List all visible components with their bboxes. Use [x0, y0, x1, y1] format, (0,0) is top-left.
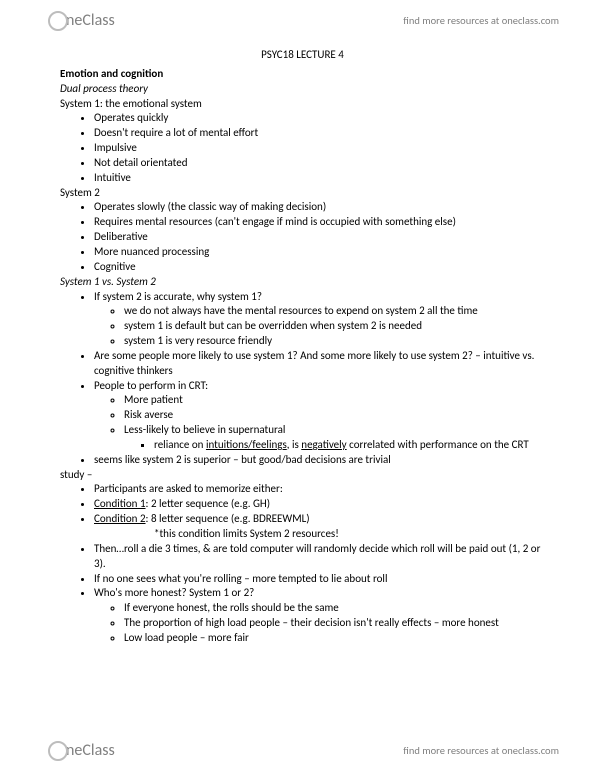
list-item: Operates quickly — [94, 111, 545, 126]
list-item: system 1 is very resource friendly — [124, 334, 545, 349]
list-item: Who's more honest? System 1 or 2? If eve… — [94, 586, 545, 645]
list-item: Cognitive — [94, 260, 545, 275]
list-item: If no one sees what you're rolling – mor… — [94, 572, 545, 587]
text: , is — [287, 438, 302, 451]
list-item: system 1 is default but can be overridde… — [124, 319, 545, 334]
sub-list: we do not always have the mental resourc… — [94, 304, 545, 349]
sub-list: If everyone honest, the rolls should be … — [94, 601, 545, 646]
oneclass-logo: neClass — [48, 740, 115, 760]
list-item: Impulsive — [94, 141, 545, 156]
system2-list: Operates slowly (the classic way of maki… — [60, 200, 545, 274]
page-footer: neClass find more resources at oneclass.… — [0, 736, 595, 764]
vs-list: If system 2 is accurate, why system 1? w… — [60, 290, 545, 468]
system1-label: System 1: the emotional system — [60, 97, 545, 112]
logo-circle-icon — [48, 741, 68, 761]
list-item: Participants are asked to memorize eithe… — [94, 482, 545, 497]
system2-label: System 2 — [60, 186, 545, 201]
heading-emotion-cognition: Emotion and cognition — [60, 67, 545, 82]
text-underline: Condition 1 — [94, 497, 146, 510]
sub-list: More patient Risk averse Less-likely to … — [94, 393, 545, 452]
list-item: Are some people more likely to use syste… — [94, 349, 545, 379]
text-underline: negatively — [301, 438, 346, 451]
list-item: Not detail orientated — [94, 156, 545, 171]
text: Who's more honest? System 1 or 2? — [94, 586, 254, 599]
list-item: Doesn't require a lot of mental effort — [94, 126, 545, 141]
list-item: Requires mental resources (can't engage … — [94, 215, 545, 230]
text: correlated with performance on the CRT — [347, 438, 529, 451]
list-item: Then…roll a die 3 times, & are told comp… — [94, 542, 545, 572]
list-item: reliance on intuitions/feelings, is nega… — [154, 438, 545, 453]
list-item: More nuanced processing — [94, 245, 545, 260]
list-item: Operates slowly (the classic way of maki… — [94, 200, 545, 215]
list-item: More patient — [124, 393, 545, 408]
list-item: If system 2 is accurate, why system 1? w… — [94, 290, 545, 349]
text: People to perform in CRT: — [94, 379, 208, 392]
text: reliance on — [154, 438, 206, 451]
list-item: *this condition limits System 2 resource… — [154, 527, 545, 542]
list-item: If everyone honest, the rolls should be … — [124, 601, 545, 616]
list-item: Less-likely to believe in supernatural r… — [124, 423, 545, 453]
sub-list: *this condition limits System 2 resource… — [94, 527, 545, 542]
list-item: Condition 1: 2 letter sequence (e.g. GH) — [94, 497, 545, 512]
text: : 8 letter sequence (e.g. BDREEWML) — [146, 512, 310, 525]
lecture-title: PSYC18 LECTURE 4 — [60, 48, 545, 63]
list-item: Deliberative — [94, 230, 545, 245]
text: : 2 letter sequence (e.g. GH) — [146, 497, 271, 510]
list-item: People to perform in CRT: More patient R… — [94, 379, 545, 453]
text: Less-likely to believe in supernatural — [124, 423, 285, 436]
heading-system-vs: System 1 vs. System 2 — [60, 275, 545, 290]
logo-circle-icon — [48, 11, 68, 31]
sub-sub-list: reliance on intuitions/feelings, is nega… — [124, 438, 545, 453]
oneclass-logo: neClass — [48, 10, 115, 30]
document-content: PSYC18 LECTURE 4 Emotion and cognition D… — [60, 48, 545, 646]
footer-link[interactable]: find more resources at oneclass.com — [403, 744, 559, 757]
text-underline: intuitions/feelings — [206, 438, 287, 451]
logo-text: neClass — [66, 741, 115, 760]
list-item: seems like system 2 is superior – but go… — [94, 453, 545, 468]
header-link[interactable]: find more resources at oneclass.com — [403, 14, 559, 27]
text: If system 2 is accurate, why system 1? — [94, 290, 262, 303]
study-list: Participants are asked to memorize eithe… — [60, 482, 545, 645]
list-item: we do not always have the mental resourc… — [124, 304, 545, 319]
system1-list: Operates quickly Doesn't require a lot o… — [60, 111, 545, 185]
list-item: The proportion of high load people – the… — [124, 616, 545, 631]
list-item: Low load people – more fair — [124, 631, 545, 646]
study-label: study – — [60, 468, 545, 483]
logo-text: neClass — [66, 11, 115, 30]
heading-dual-process: Dual process theory — [60, 82, 545, 97]
list-item: Condition 2: 8 letter sequence (e.g. BDR… — [94, 512, 545, 542]
list-item: Risk averse — [124, 408, 545, 423]
list-item: Intuitive — [94, 171, 545, 186]
text-underline: Condition 2 — [94, 512, 146, 525]
page-header: neClass find more resources at oneclass.… — [0, 6, 595, 34]
